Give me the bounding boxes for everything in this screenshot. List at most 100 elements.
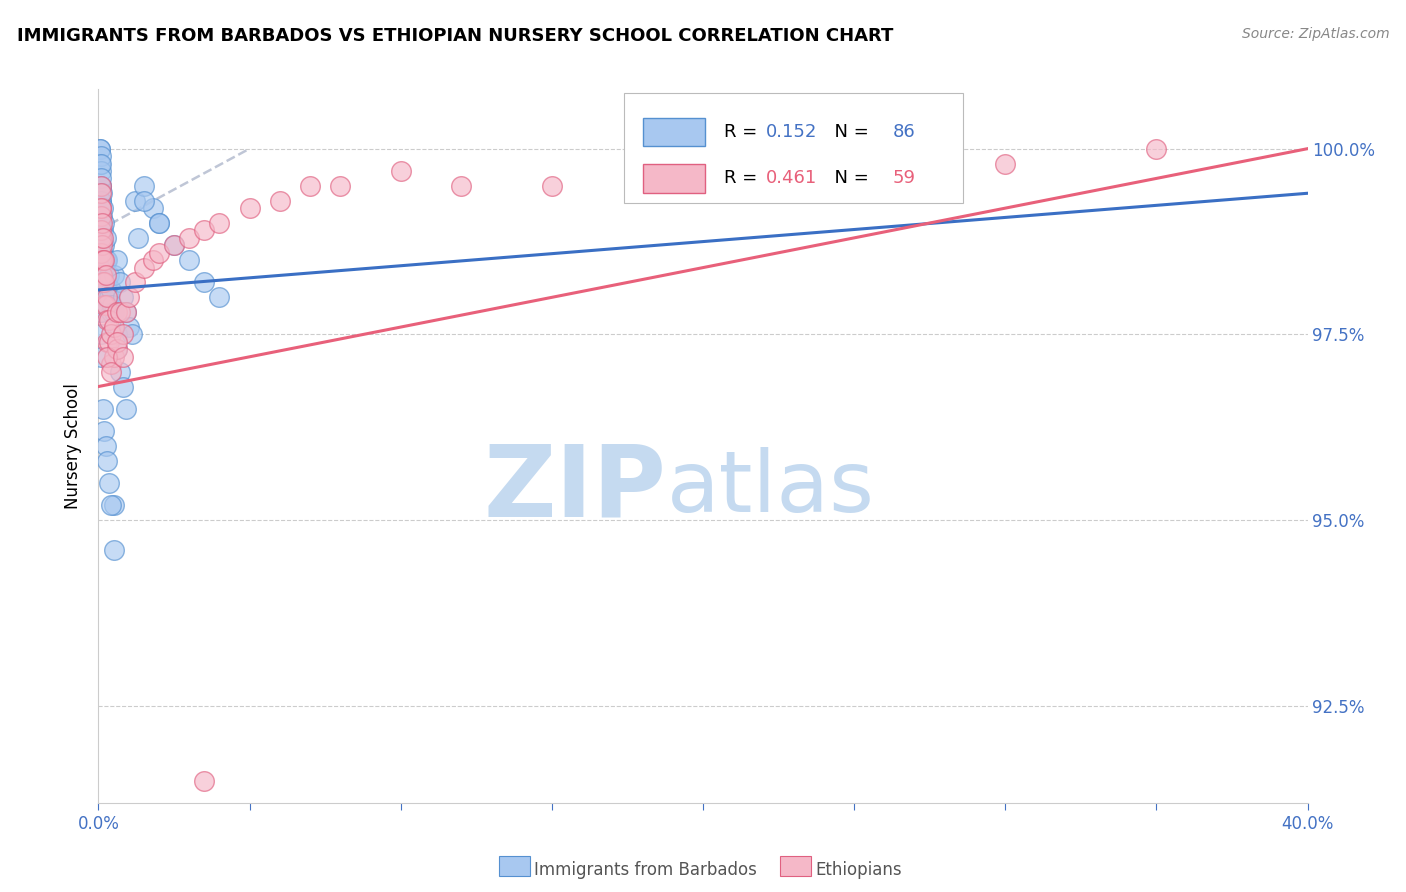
Point bbox=[91, 268, 114, 282]
Point bbox=[94, 268, 117, 282]
Point bbox=[91, 201, 114, 215]
Point bbox=[90, 201, 112, 215]
Point bbox=[93, 290, 115, 304]
Point bbox=[100, 283, 122, 297]
Point bbox=[91, 276, 114, 290]
Point bbox=[89, 142, 111, 156]
Point bbox=[1146, 142, 1168, 156]
Point bbox=[90, 216, 112, 230]
Point bbox=[94, 253, 117, 268]
Point bbox=[90, 194, 112, 208]
Point bbox=[269, 194, 291, 208]
Point bbox=[96, 350, 118, 364]
Point bbox=[96, 298, 118, 312]
Point bbox=[103, 268, 125, 282]
Point bbox=[91, 245, 114, 260]
Point bbox=[90, 223, 112, 237]
Point bbox=[103, 499, 125, 513]
Point bbox=[121, 327, 143, 342]
Text: Immigrants from Barbados: Immigrants from Barbados bbox=[534, 861, 758, 879]
Text: N =: N = bbox=[823, 169, 875, 187]
Point bbox=[89, 231, 111, 245]
Point bbox=[91, 209, 114, 223]
Point bbox=[90, 305, 112, 319]
Point bbox=[90, 186, 112, 201]
Point bbox=[163, 238, 186, 252]
Point bbox=[98, 476, 121, 491]
Point bbox=[692, 164, 714, 178]
Point bbox=[100, 305, 122, 319]
Point bbox=[103, 320, 125, 334]
Point bbox=[90, 209, 112, 223]
Point bbox=[100, 357, 122, 371]
Point bbox=[111, 327, 134, 342]
Point bbox=[90, 276, 112, 290]
Point bbox=[96, 454, 118, 468]
Point bbox=[108, 305, 131, 319]
Point bbox=[193, 773, 215, 788]
Point bbox=[89, 216, 111, 230]
Point bbox=[96, 334, 118, 349]
Point bbox=[90, 171, 112, 186]
Point bbox=[103, 305, 125, 319]
Point bbox=[89, 194, 111, 208]
Point bbox=[90, 245, 112, 260]
Point bbox=[105, 305, 128, 319]
Point bbox=[163, 238, 186, 252]
Point bbox=[90, 194, 112, 208]
Point bbox=[114, 305, 136, 319]
Point bbox=[118, 290, 141, 304]
Point bbox=[111, 290, 134, 304]
Point bbox=[148, 216, 170, 230]
Point bbox=[208, 290, 231, 304]
Point bbox=[90, 305, 112, 319]
Point bbox=[89, 253, 111, 268]
Text: IMMIGRANTS FROM BARBADOS VS ETHIOPIAN NURSERY SCHOOL CORRELATION CHART: IMMIGRANTS FROM BARBADOS VS ETHIOPIAN NU… bbox=[17, 27, 893, 45]
Point bbox=[94, 298, 117, 312]
Point bbox=[90, 216, 112, 230]
Point bbox=[132, 178, 155, 193]
Point bbox=[93, 253, 115, 268]
Point bbox=[148, 216, 170, 230]
Point bbox=[90, 238, 112, 252]
Point bbox=[111, 350, 134, 364]
Point bbox=[142, 253, 165, 268]
Point bbox=[105, 253, 128, 268]
Point bbox=[91, 231, 114, 245]
Point bbox=[108, 365, 131, 379]
Point bbox=[114, 401, 136, 416]
Point bbox=[193, 276, 215, 290]
Point bbox=[93, 424, 115, 438]
Point bbox=[100, 499, 122, 513]
Point bbox=[90, 178, 112, 193]
Point bbox=[93, 216, 115, 230]
Point bbox=[90, 231, 112, 245]
Point bbox=[118, 320, 141, 334]
Point bbox=[93, 260, 115, 275]
Point bbox=[105, 343, 128, 357]
Point bbox=[541, 178, 564, 193]
Point bbox=[91, 253, 114, 268]
Point bbox=[93, 298, 115, 312]
Point bbox=[90, 253, 112, 268]
Point bbox=[96, 312, 118, 326]
Point bbox=[90, 253, 112, 268]
Point bbox=[124, 276, 146, 290]
Point bbox=[90, 178, 112, 193]
Point bbox=[90, 201, 112, 215]
Point bbox=[96, 290, 118, 304]
Point bbox=[93, 238, 115, 252]
Point bbox=[100, 365, 122, 379]
Text: R =: R = bbox=[724, 169, 762, 187]
Point bbox=[94, 439, 117, 453]
Point bbox=[91, 231, 114, 245]
Text: R =: R = bbox=[724, 123, 762, 141]
Point bbox=[103, 350, 125, 364]
Point bbox=[90, 156, 112, 170]
Point bbox=[103, 543, 125, 558]
Point bbox=[111, 379, 134, 393]
Point bbox=[90, 201, 112, 215]
Point bbox=[105, 334, 128, 349]
Point bbox=[89, 156, 111, 170]
Point bbox=[193, 223, 215, 237]
